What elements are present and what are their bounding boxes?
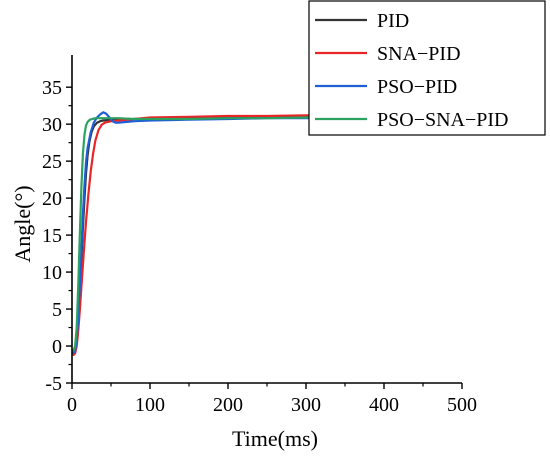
y-tick-label: 30 bbox=[42, 114, 62, 136]
x-tick-label: 200 bbox=[213, 394, 243, 416]
y-tick-label: 35 bbox=[42, 77, 62, 99]
y-tick-label: 20 bbox=[42, 188, 62, 210]
series-line-3 bbox=[71, 116, 462, 352]
y-tick-label: 10 bbox=[42, 262, 62, 284]
y-axis-title: Angle(°) bbox=[10, 185, 35, 262]
x-axis-title: Time(ms) bbox=[232, 426, 318, 451]
y-tick-label: -5 bbox=[45, 373, 62, 395]
y-tick-label: 25 bbox=[42, 151, 62, 173]
legend: PID SNA−PID PSO−PID PSO−SNA−PID bbox=[308, 0, 546, 136]
series-line-1 bbox=[71, 114, 462, 356]
y-tick-label: 15 bbox=[42, 225, 62, 247]
legend-label-1: SNA−PID bbox=[377, 43, 461, 65]
y-tick-label: 0 bbox=[52, 336, 62, 358]
legend-box bbox=[308, 0, 546, 136]
x-tick-label: 300 bbox=[291, 394, 321, 416]
x-tick-label: 400 bbox=[369, 394, 399, 416]
axes-layer: 0 100 200 300 400 500-505101520253035Time(ms)… bbox=[10, 55, 477, 451]
series-layer bbox=[71, 111, 462, 356]
series-line-0 bbox=[71, 115, 462, 355]
legend-label-0: PID bbox=[377, 10, 409, 32]
x-tick-label: 500 bbox=[447, 394, 477, 416]
x-tick-label: 100 bbox=[135, 394, 165, 416]
series-line-2 bbox=[71, 111, 462, 354]
legend-label-2: PSO−PID bbox=[377, 76, 457, 98]
legend-label-3: PSO−SNA−PID bbox=[377, 109, 508, 131]
x-tick-label: 0 bbox=[67, 394, 77, 416]
y-tick-label: 5 bbox=[52, 299, 62, 321]
